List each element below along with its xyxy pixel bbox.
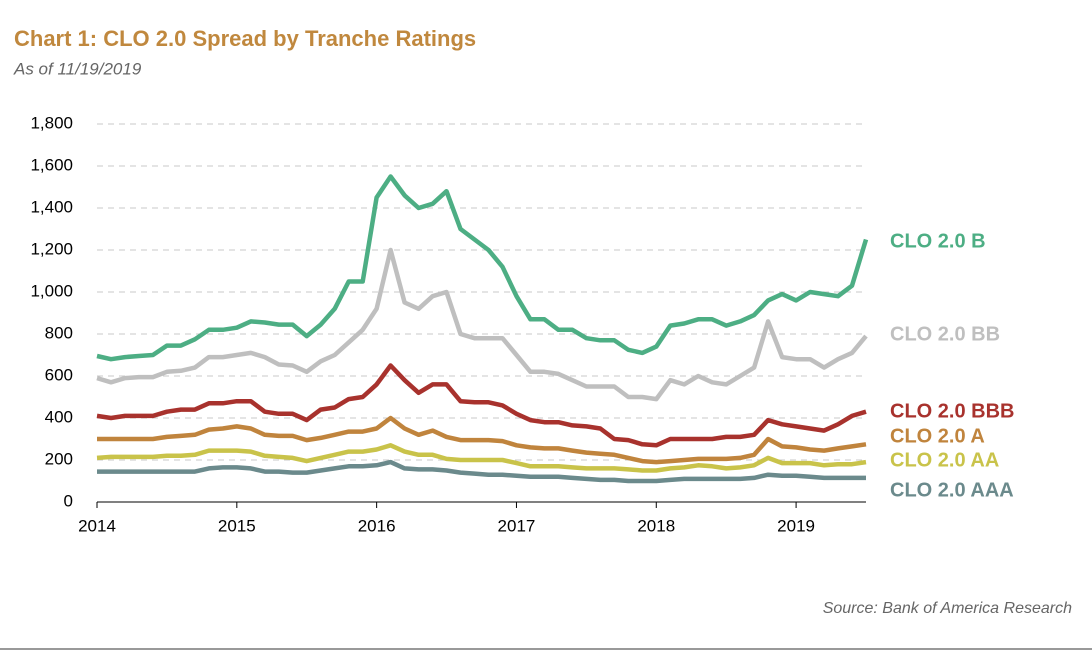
series-line: [96, 174, 869, 362]
x-tick-label: 2019: [777, 516, 815, 535]
series-label: CLO 2.0 BBB: [890, 400, 1014, 422]
y-tick-label: 1,200: [30, 239, 73, 258]
series-line: [96, 247, 868, 402]
y-tick-label: 200: [45, 449, 73, 468]
y-tick-label: 400: [45, 407, 73, 426]
series-label: CLO 2.0 B: [890, 230, 986, 252]
chart-subtitle: As of 11/19/2019: [13, 59, 142, 78]
x-tick-label: 2014: [78, 516, 116, 535]
y-tick-label: 1,600: [30, 155, 73, 174]
y-tick-label: 0: [64, 491, 73, 510]
y-tick-label: 1,000: [30, 281, 73, 300]
chart-title: Chart 1: CLO 2.0 Spread by Tranche Ratin…: [14, 26, 476, 51]
series-label: CLO 2.0 A: [890, 425, 985, 447]
series-line: [96, 363, 867, 448]
series-line: [97, 415, 867, 465]
series-label: CLO 2.0 AAA: [890, 479, 1014, 501]
x-tick-label: 2018: [637, 516, 675, 535]
series-label: CLO 2.0 BB: [890, 323, 1000, 345]
series-line: [96, 443, 867, 473]
series-line: [97, 459, 866, 484]
y-tick-label: 1,800: [30, 113, 73, 132]
y-tick-label: 800: [45, 323, 73, 342]
x-tick-label: 2015: [218, 516, 256, 535]
x-tick-label: 2017: [498, 516, 536, 535]
x-tick-label: 2016: [358, 516, 396, 535]
series-label: CLO 2.0 AA: [890, 449, 999, 471]
y-tick-label: 1,400: [30, 197, 73, 216]
y-tick-label: 600: [45, 365, 73, 384]
source-note: Source: Bank of America Research: [823, 600, 1072, 617]
